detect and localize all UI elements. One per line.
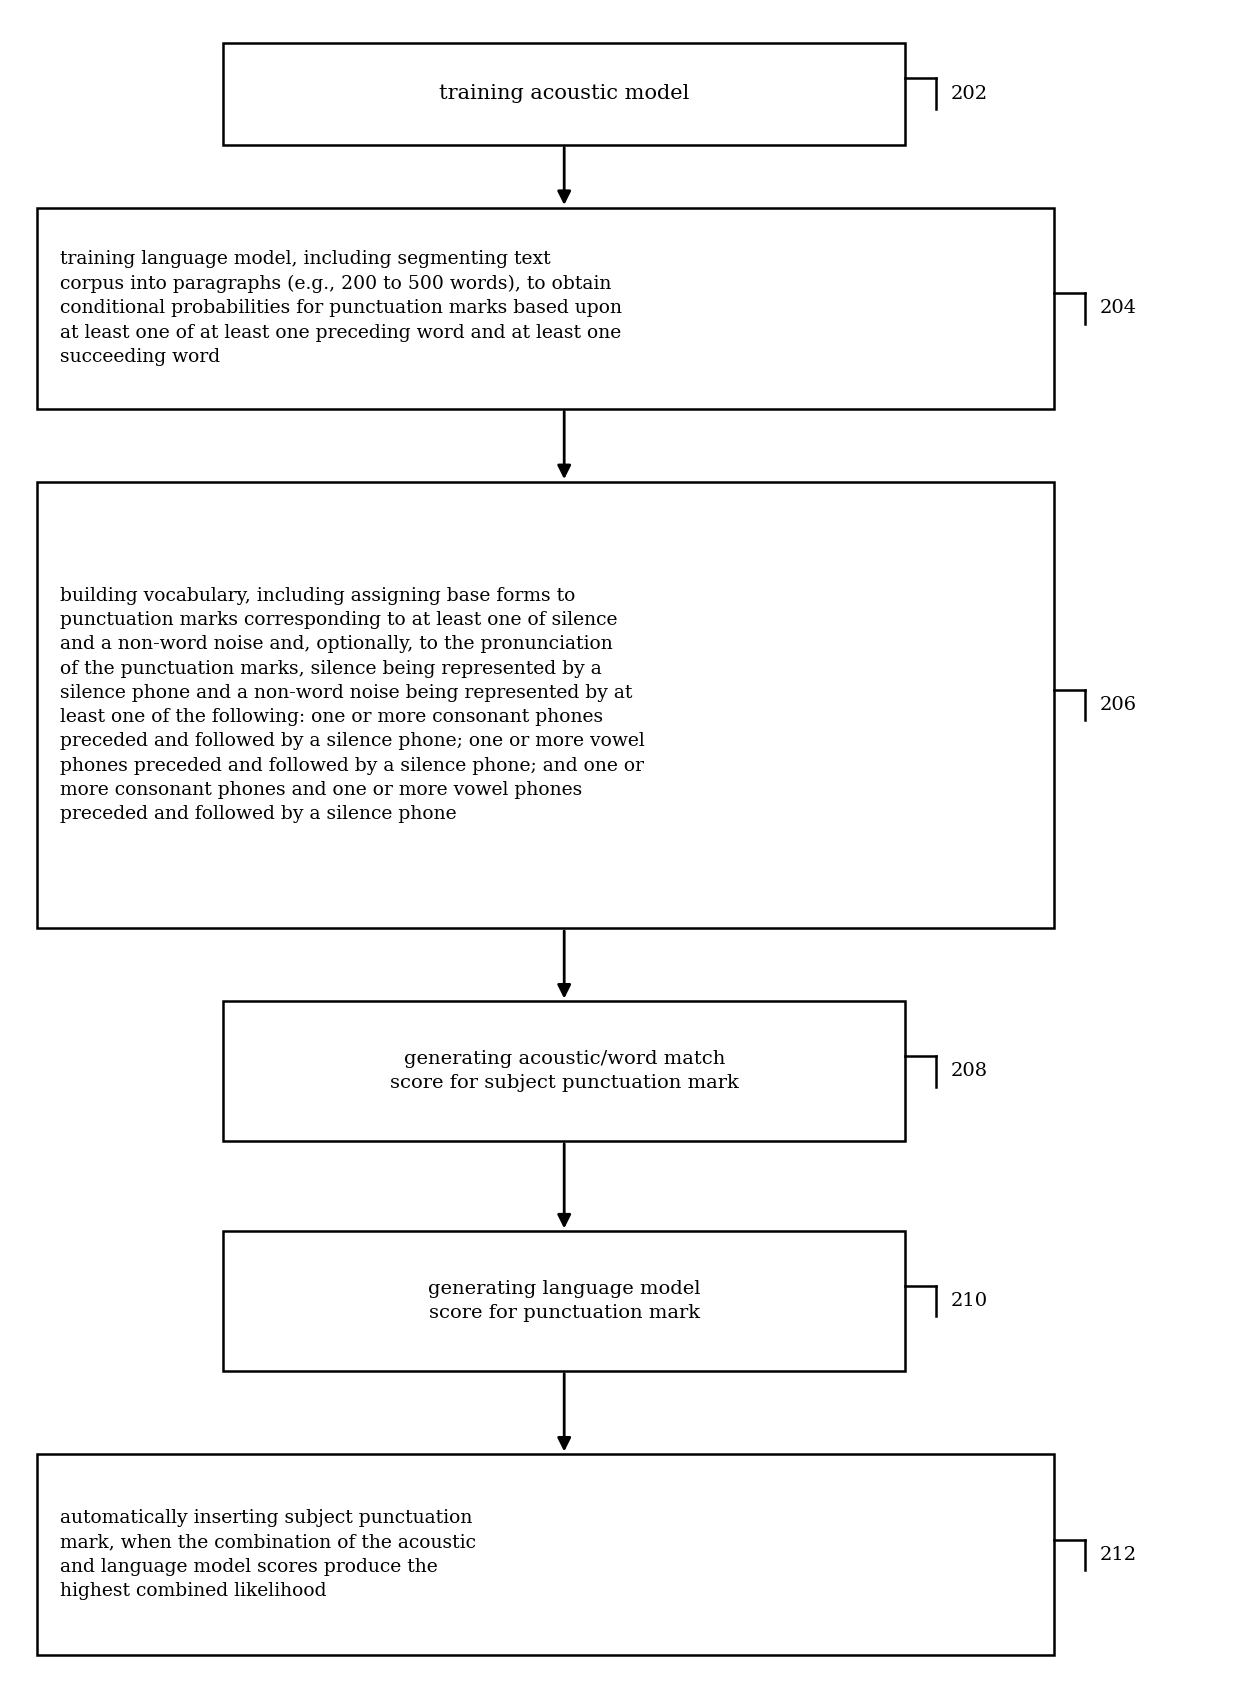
Text: 204: 204 <box>1100 300 1137 317</box>
Text: 206: 206 <box>1100 697 1137 714</box>
Text: 212: 212 <box>1100 1546 1137 1563</box>
Bar <box>223 43 905 145</box>
Bar <box>223 1231 905 1371</box>
Bar <box>37 482 1054 928</box>
Bar <box>37 208 1054 409</box>
Text: generating acoustic/word match
score for subject punctuation mark: generating acoustic/word match score for… <box>389 1051 739 1092</box>
Text: 202: 202 <box>951 85 988 102</box>
Text: training acoustic model: training acoustic model <box>439 83 689 104</box>
Text: generating language model
score for punctuation mark: generating language model score for punc… <box>428 1281 701 1322</box>
Bar <box>37 1454 1054 1655</box>
Bar <box>223 1001 905 1141</box>
Text: building vocabulary, including assigning base forms to
punctuation marks corresp: building vocabulary, including assigning… <box>60 588 645 823</box>
Text: 208: 208 <box>951 1063 988 1080</box>
Text: automatically inserting subject punctuation
mark, when the combination of the ac: automatically inserting subject punctuat… <box>60 1509 475 1601</box>
Text: 210: 210 <box>951 1293 988 1310</box>
Text: training language model, including segmenting text
corpus into paragraphs (e.g.,: training language model, including segme… <box>60 250 621 366</box>
